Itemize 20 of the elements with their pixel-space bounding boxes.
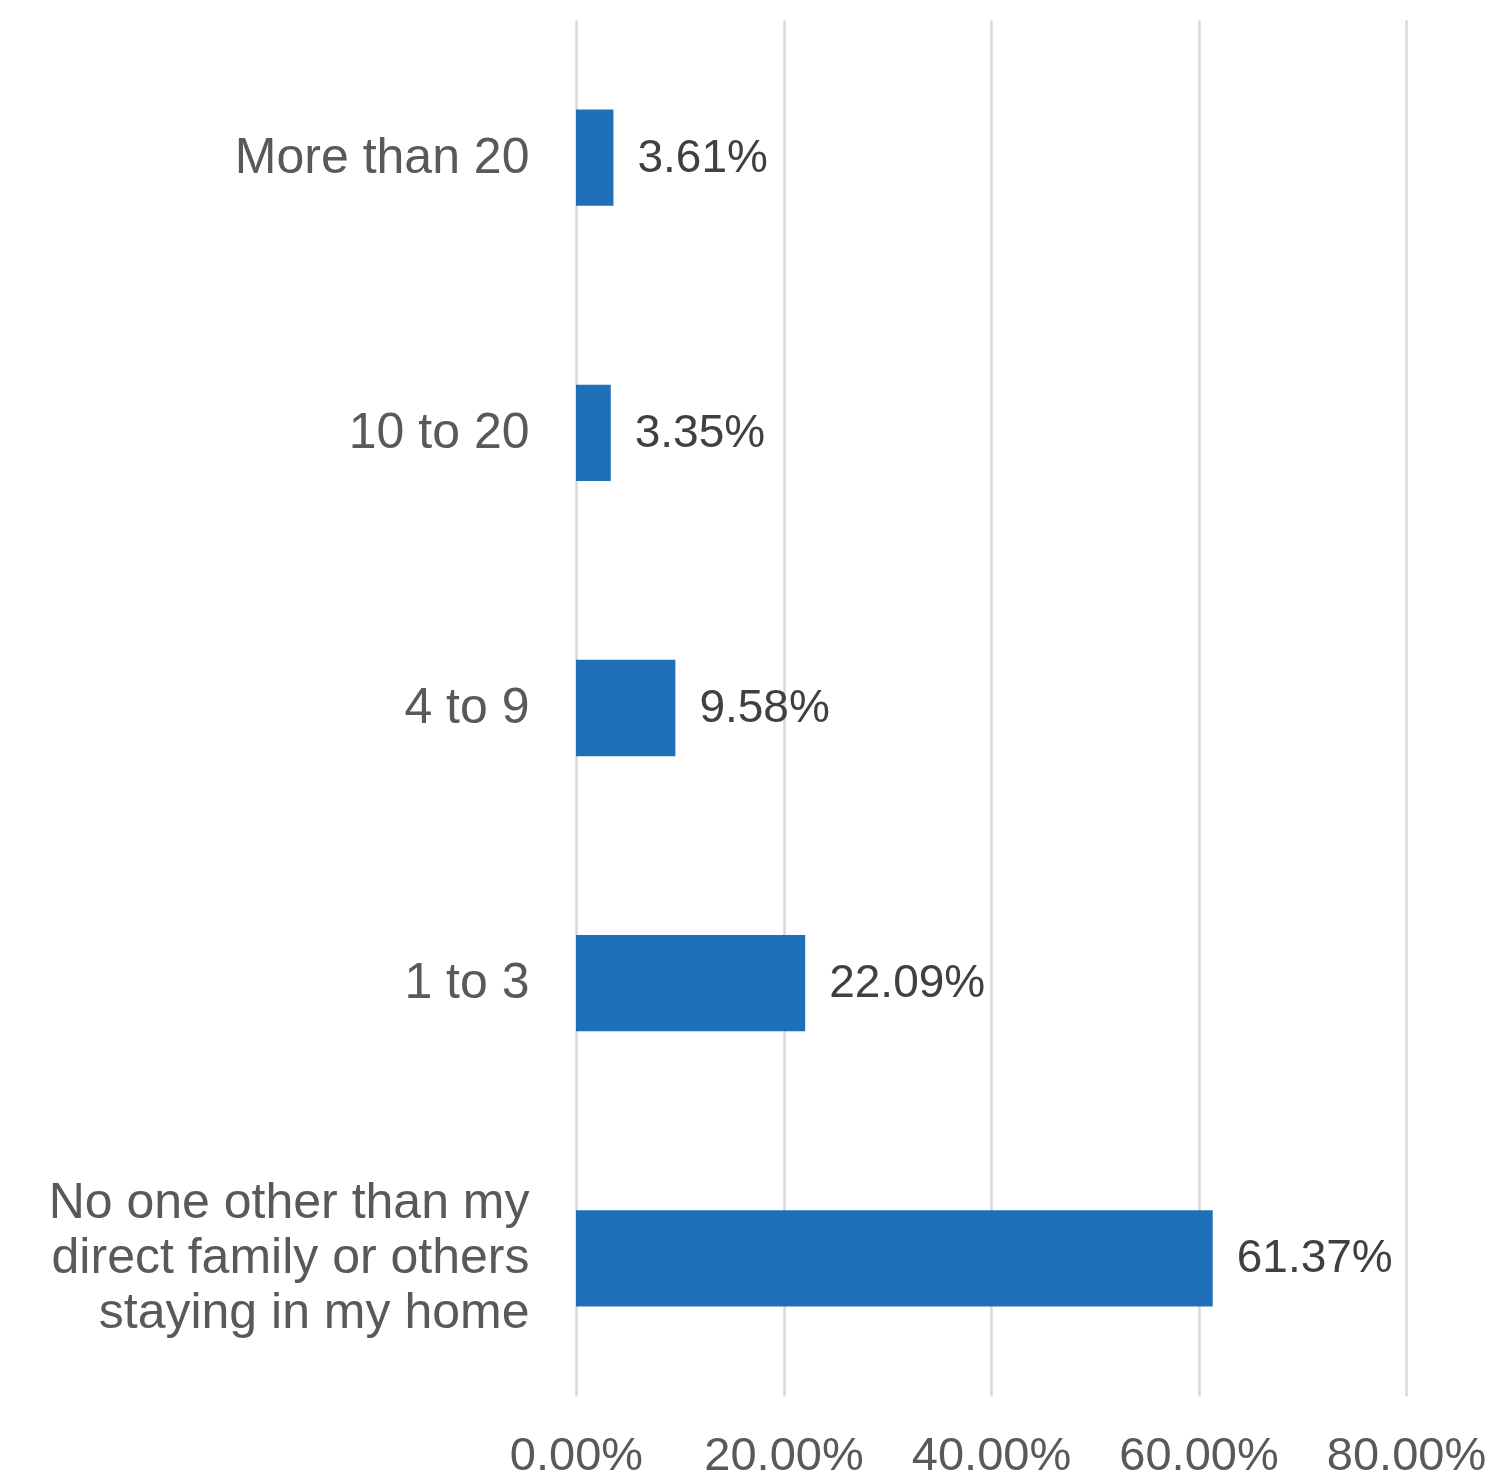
bar [576,109,614,206]
y-tick-label: 10 to 20 [348,402,530,459]
x-tick-label: 40.00% [911,1426,1072,1480]
data-label: 3.61% [637,129,768,182]
data-label: 9.58% [699,680,830,732]
x-tick-label: 60.00% [1119,1426,1279,1480]
y-tick-label: More than 20 [234,127,530,184]
data-label: 3.35% [634,404,766,457]
y-tick-label: 1 to 3 [404,953,530,1010]
y-tick-label: No one other than my direct family or others staying in my home [48,1173,530,1340]
x-tick-label: 0.00% [509,1426,644,1480]
data-label: 22.09% [829,955,986,1008]
data-label: 61.37% [1236,1230,1393,1283]
bar [576,659,676,757]
y-tick-label: 4 to 9 [404,678,530,734]
x-tick-label: 80.00% [1326,1426,1487,1480]
x-tick-label: 20.00% [704,1426,864,1480]
bar [576,935,806,1032]
bar [576,384,611,481]
bar [576,1210,1213,1307]
